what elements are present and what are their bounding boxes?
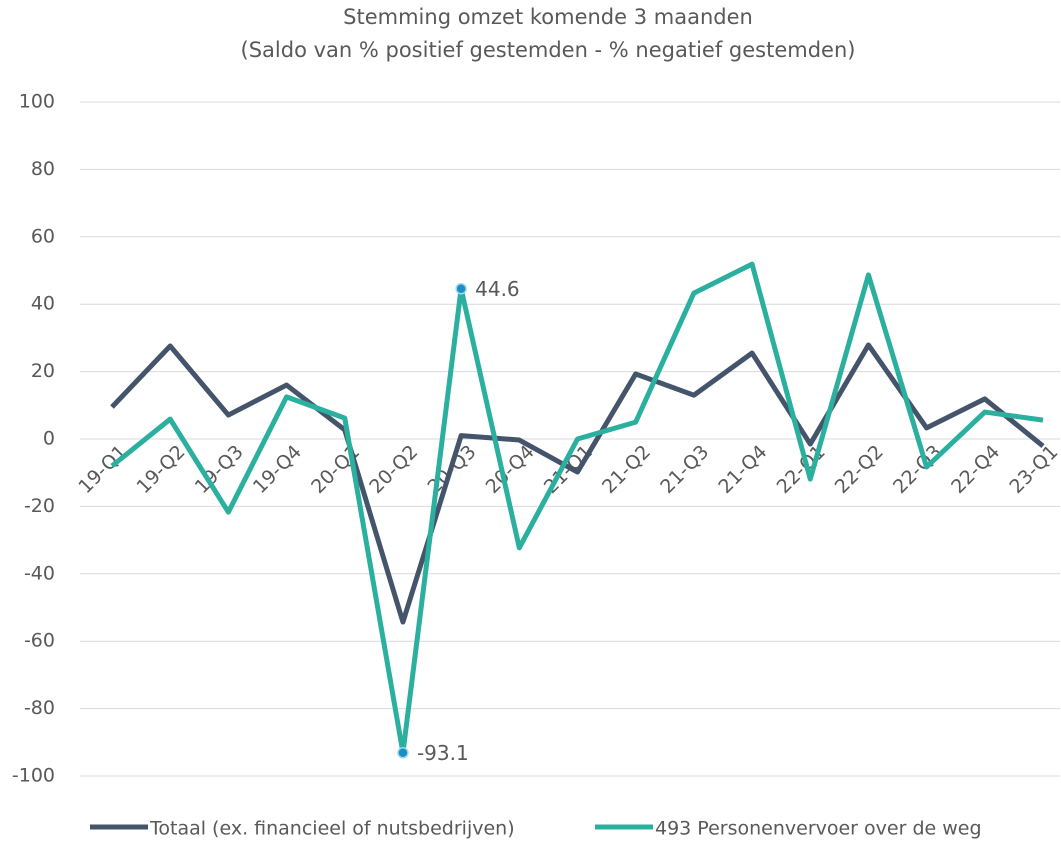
y-tick-label: -80 (24, 697, 55, 719)
y-tick-label: -100 (12, 765, 55, 787)
x-tick-label: 21-Q4 (714, 441, 771, 498)
series-line (110, 261, 1044, 756)
x-tick-label: 20-Q4 (482, 441, 539, 498)
legend-label: Totaal (ex. financieel of nutsbedrijven) (149, 818, 515, 840)
y-tick-label: -40 (24, 562, 55, 584)
chart-subtitle: (Saldo van % positief gestemden - % nega… (241, 38, 856, 62)
data-label: 44.6 (475, 277, 520, 301)
x-tick-label: 22-Q3 (889, 441, 946, 498)
y-tick-label: -60 (24, 630, 55, 652)
y-tick-label: -20 (24, 495, 55, 517)
y-tick-label: 40 (31, 293, 55, 315)
chart-title: Stemming omzet komende 3 maanden (343, 5, 753, 29)
x-tick-label: 22-Q4 (947, 441, 1004, 498)
legend-label: 493 Personenvervoer over de weg (655, 818, 982, 840)
x-tick-label: 19-Q1 (74, 441, 131, 498)
x-tick-label: 21-Q3 (656, 441, 713, 498)
x-tick-label: 23-Q1 (1005, 441, 1061, 498)
y-tick-label: 60 (31, 225, 55, 247)
x-tick-label: 20-Q2 (365, 441, 422, 498)
series-line (110, 342, 1045, 625)
y-tick-label: 20 (31, 360, 55, 382)
x-tick-label: 22-Q2 (831, 441, 888, 498)
y-tick-label: 80 (31, 158, 55, 180)
data-label: -93.1 (417, 741, 469, 765)
y-tick-label: 0 (43, 428, 55, 450)
y-tick-label: 100 (19, 91, 55, 113)
data-marker (455, 282, 467, 295)
x-tick-label: 19-Q2 (132, 441, 189, 498)
data-marker (397, 746, 409, 759)
x-tick-label: 21-Q2 (598, 441, 655, 498)
